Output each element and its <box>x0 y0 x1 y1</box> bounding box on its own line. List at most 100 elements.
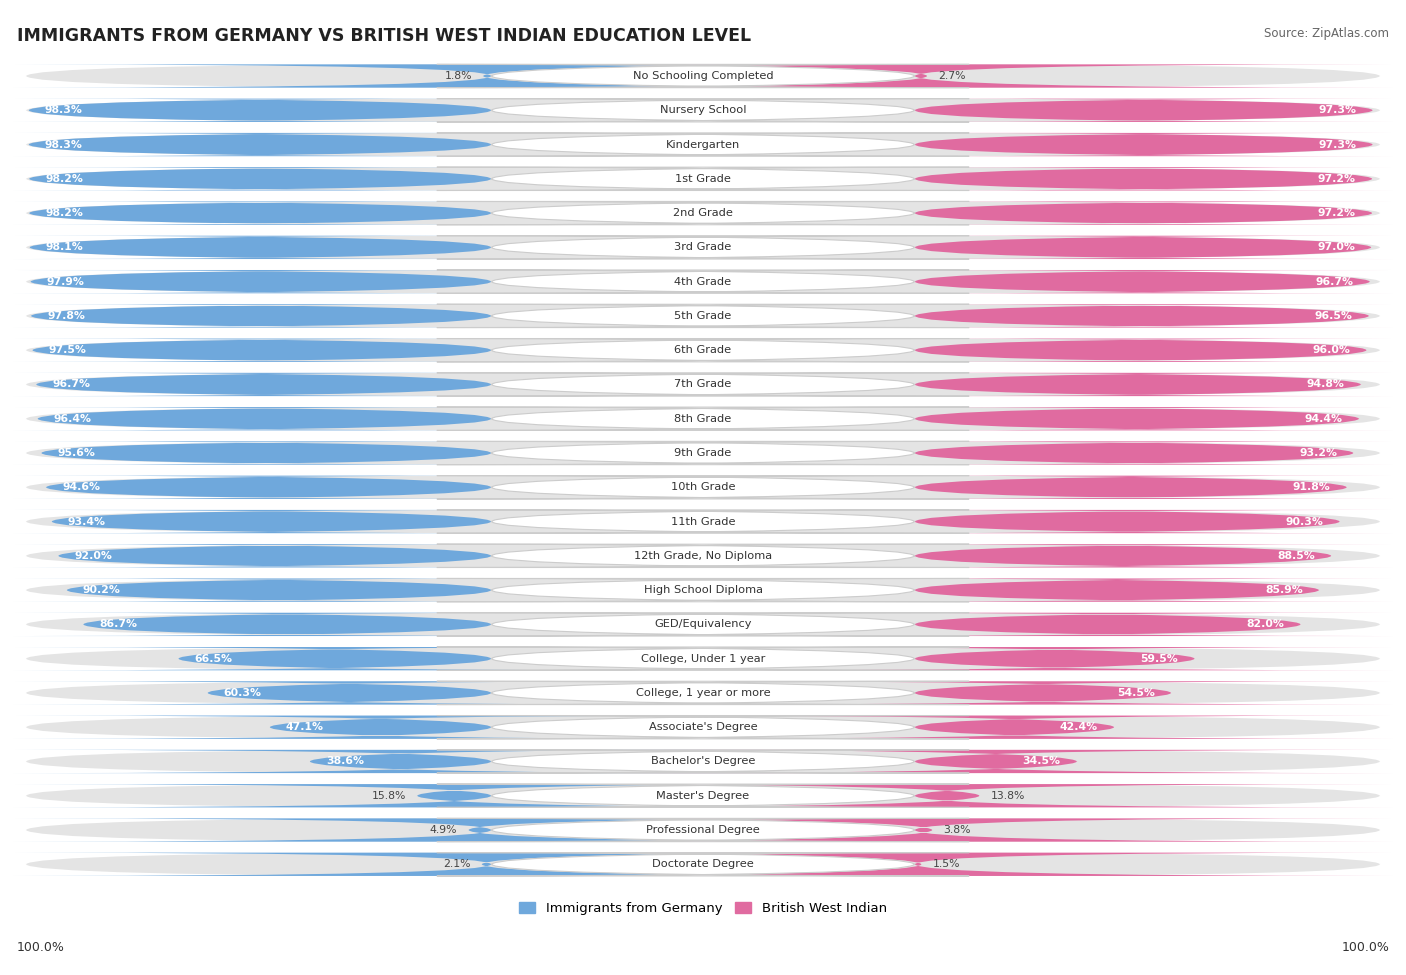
FancyBboxPatch shape <box>693 682 1392 705</box>
FancyBboxPatch shape <box>437 612 969 636</box>
Text: GED/Equivalency: GED/Equivalency <box>654 619 752 630</box>
Text: 97.3%: 97.3% <box>1319 105 1357 115</box>
FancyBboxPatch shape <box>14 853 959 876</box>
Text: 94.8%: 94.8% <box>1306 379 1344 389</box>
Text: Kindergarten: Kindergarten <box>666 139 740 149</box>
Text: 2nd Grade: 2nd Grade <box>673 208 733 218</box>
FancyBboxPatch shape <box>437 304 969 328</box>
FancyBboxPatch shape <box>25 133 1381 156</box>
Text: 59.5%: 59.5% <box>1140 653 1178 664</box>
FancyBboxPatch shape <box>437 442 969 465</box>
Text: Master's Degree: Master's Degree <box>657 791 749 800</box>
Text: 91.8%: 91.8% <box>1292 483 1330 492</box>
FancyBboxPatch shape <box>14 612 561 636</box>
Text: 98.1%: 98.1% <box>46 243 83 253</box>
FancyBboxPatch shape <box>894 202 1392 225</box>
Text: 85.9%: 85.9% <box>1265 585 1303 595</box>
Text: 3rd Grade: 3rd Grade <box>675 243 731 253</box>
Text: 1.5%: 1.5% <box>932 859 960 870</box>
Text: 97.5%: 97.5% <box>49 345 87 355</box>
FancyBboxPatch shape <box>437 818 969 841</box>
FancyBboxPatch shape <box>14 750 787 773</box>
Text: 2.1%: 2.1% <box>443 859 471 870</box>
Text: 96.0%: 96.0% <box>1312 345 1350 355</box>
FancyBboxPatch shape <box>841 578 1392 602</box>
Text: 90.3%: 90.3% <box>1285 517 1323 526</box>
Text: 97.0%: 97.0% <box>1317 243 1355 253</box>
Text: 93.4%: 93.4% <box>67 517 105 526</box>
Text: 54.5%: 54.5% <box>1116 688 1154 698</box>
Text: 11th Grade: 11th Grade <box>671 517 735 526</box>
FancyBboxPatch shape <box>25 612 1381 636</box>
FancyBboxPatch shape <box>14 167 506 190</box>
FancyBboxPatch shape <box>437 202 969 225</box>
Text: 96.7%: 96.7% <box>1316 277 1354 287</box>
Text: Associate's Degree: Associate's Degree <box>648 722 758 732</box>
FancyBboxPatch shape <box>14 784 894 807</box>
Text: 1st Grade: 1st Grade <box>675 174 731 184</box>
Text: 60.3%: 60.3% <box>224 688 262 698</box>
FancyBboxPatch shape <box>14 682 685 705</box>
FancyBboxPatch shape <box>14 236 508 259</box>
Text: 15.8%: 15.8% <box>371 791 406 800</box>
Text: 94.6%: 94.6% <box>62 483 100 492</box>
FancyBboxPatch shape <box>14 510 529 533</box>
Text: IMMIGRANTS FROM GERMANY VS BRITISH WEST INDIAN EDUCATION LEVEL: IMMIGRANTS FROM GERMANY VS BRITISH WEST … <box>17 27 751 45</box>
Text: No Schooling Completed: No Schooling Completed <box>633 71 773 81</box>
FancyBboxPatch shape <box>14 133 506 156</box>
Text: 98.2%: 98.2% <box>45 174 83 184</box>
Text: 4th Grade: 4th Grade <box>675 277 731 287</box>
FancyBboxPatch shape <box>437 853 969 876</box>
Text: College, Under 1 year: College, Under 1 year <box>641 653 765 664</box>
FancyBboxPatch shape <box>25 338 1381 362</box>
Text: 95.6%: 95.6% <box>58 448 96 458</box>
FancyBboxPatch shape <box>891 304 1392 328</box>
FancyBboxPatch shape <box>889 338 1392 362</box>
FancyBboxPatch shape <box>437 476 969 499</box>
FancyBboxPatch shape <box>862 510 1392 533</box>
Text: 3.8%: 3.8% <box>943 825 972 835</box>
Text: 90.2%: 90.2% <box>83 585 121 595</box>
FancyBboxPatch shape <box>637 716 1392 739</box>
FancyBboxPatch shape <box>14 442 519 465</box>
FancyBboxPatch shape <box>437 647 969 670</box>
Text: 96.4%: 96.4% <box>53 413 91 424</box>
Text: 94.4%: 94.4% <box>1305 413 1343 424</box>
FancyBboxPatch shape <box>14 304 509 328</box>
FancyBboxPatch shape <box>25 750 1381 773</box>
FancyBboxPatch shape <box>882 408 1392 430</box>
Text: 98.2%: 98.2% <box>45 208 83 218</box>
FancyBboxPatch shape <box>25 716 1381 739</box>
FancyBboxPatch shape <box>883 372 1392 396</box>
Text: Source: ZipAtlas.com: Source: ZipAtlas.com <box>1264 27 1389 40</box>
FancyBboxPatch shape <box>14 202 506 225</box>
FancyBboxPatch shape <box>25 853 1381 876</box>
Text: 82.0%: 82.0% <box>1247 619 1285 630</box>
Text: 97.9%: 97.9% <box>46 277 84 287</box>
FancyBboxPatch shape <box>14 98 506 122</box>
FancyBboxPatch shape <box>893 270 1392 293</box>
Text: Doctorate Degree: Doctorate Degree <box>652 859 754 870</box>
FancyBboxPatch shape <box>14 408 515 430</box>
FancyBboxPatch shape <box>25 202 1381 225</box>
Text: 97.2%: 97.2% <box>1317 174 1355 184</box>
Text: 86.7%: 86.7% <box>100 619 138 630</box>
FancyBboxPatch shape <box>876 442 1392 465</box>
FancyBboxPatch shape <box>437 98 969 122</box>
Text: 97.8%: 97.8% <box>48 311 86 321</box>
FancyBboxPatch shape <box>437 510 969 533</box>
FancyBboxPatch shape <box>823 612 1392 636</box>
Text: 8th Grade: 8th Grade <box>675 413 731 424</box>
FancyBboxPatch shape <box>14 578 544 602</box>
Text: 47.1%: 47.1% <box>285 722 323 732</box>
Text: 96.7%: 96.7% <box>52 379 90 389</box>
Text: 2.7%: 2.7% <box>938 71 966 81</box>
FancyBboxPatch shape <box>444 853 1392 876</box>
FancyBboxPatch shape <box>599 750 1392 773</box>
Text: 10th Grade: 10th Grade <box>671 483 735 492</box>
FancyBboxPatch shape <box>437 682 969 705</box>
FancyBboxPatch shape <box>25 442 1381 465</box>
FancyBboxPatch shape <box>14 372 513 396</box>
FancyBboxPatch shape <box>14 64 960 88</box>
FancyBboxPatch shape <box>437 372 969 396</box>
